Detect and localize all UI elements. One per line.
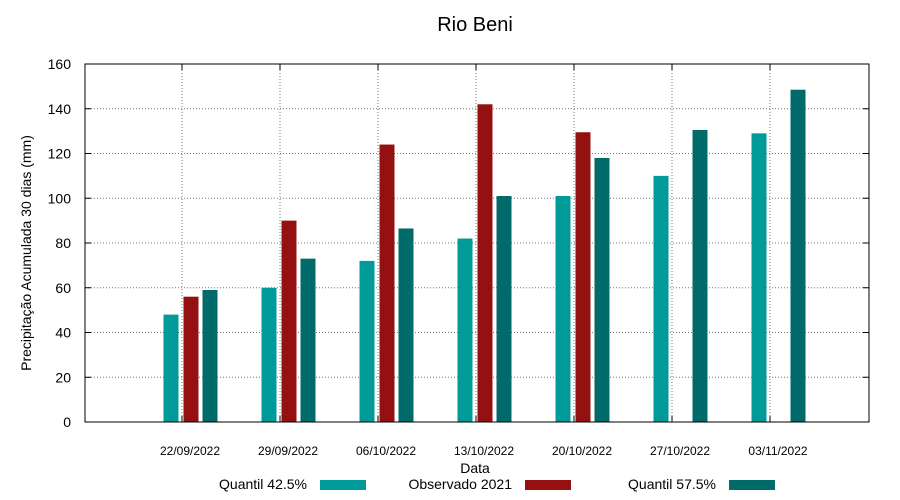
y-tick-label: 120 — [48, 146, 72, 162]
legend-swatch — [729, 480, 775, 490]
legend: Quantil 42.5% Observado 2021 Quantil 57.5% — [219, 476, 775, 492]
bar — [457, 238, 473, 422]
x-tick-label: 20/10/2022 — [552, 444, 612, 458]
legend-label: Quantil 42.5% — [219, 476, 307, 492]
bar — [594, 157, 610, 422]
bar — [202, 289, 218, 422]
bar — [398, 228, 414, 422]
legend-swatch — [320, 480, 366, 490]
bars — [163, 89, 806, 423]
bar — [555, 196, 571, 422]
x-tick-label: 06/10/2022 — [356, 444, 416, 458]
bar — [692, 130, 708, 422]
chart-title: Rio Beni — [437, 14, 513, 36]
y-tick-label: 40 — [55, 325, 71, 341]
bar — [496, 196, 512, 422]
legend-swatch — [525, 480, 571, 490]
y-tick-label: 80 — [55, 235, 71, 251]
y-tick-label: 0 — [63, 414, 71, 430]
bar — [163, 314, 179, 422]
y-axis-ticks: 0 20 40 60 80 100 120 140 160 — [48, 56, 869, 430]
x-tick-label: 13/10/2022 — [454, 444, 514, 458]
y-tick-label: 160 — [48, 56, 72, 72]
bar — [300, 258, 316, 422]
x-tick-label: 29/09/2022 — [258, 444, 318, 458]
bar — [575, 132, 591, 422]
y-tick-label: 140 — [48, 101, 72, 117]
bar — [359, 260, 375, 422]
bar — [653, 175, 669, 422]
bar — [281, 220, 297, 422]
bar — [477, 104, 493, 423]
y-tick-label: 100 — [48, 190, 72, 206]
legend-label: Observado 2021 — [408, 476, 512, 492]
bar — [751, 133, 767, 423]
x-tick-label: 22/09/2022 — [160, 444, 220, 458]
x-tick-label: 03/11/2022 — [748, 444, 807, 458]
bar — [261, 287, 277, 422]
y-tick-label: 60 — [55, 280, 71, 296]
bar — [790, 89, 806, 422]
x-tick-label: 27/10/2022 — [650, 444, 710, 458]
bar — [183, 296, 199, 422]
x-axis-label: Data — [460, 460, 490, 476]
x-axis-ticks: 22/09/2022 29/09/2022 06/10/2022 13/10/2022… — [160, 64, 808, 458]
y-axis-label: Precipitação Acumulada 30 dias (mm) — [18, 135, 34, 371]
legend-label: Quantil 57.5% — [628, 476, 716, 492]
y-tick-label: 20 — [55, 369, 71, 385]
bar — [379, 144, 395, 423]
